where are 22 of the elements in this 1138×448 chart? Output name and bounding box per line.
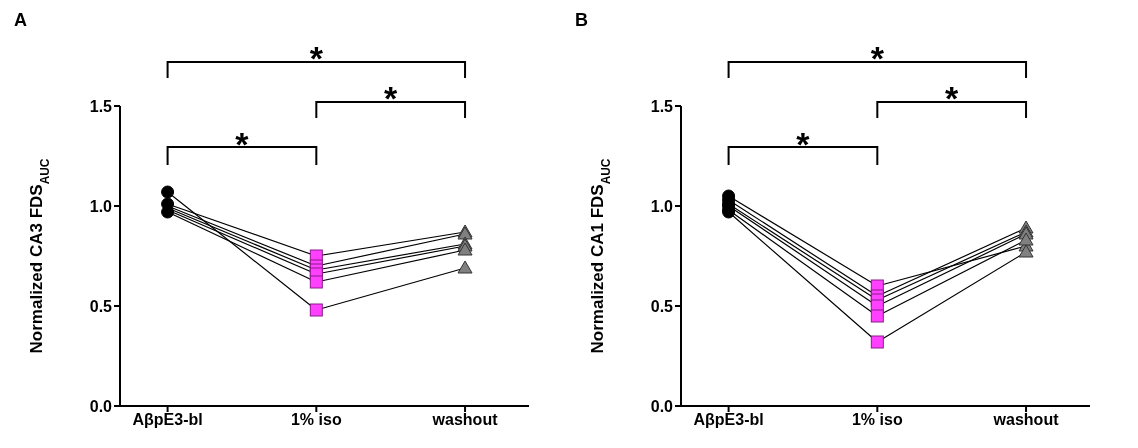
x-tick-label: 1% iso bbox=[290, 411, 342, 429]
chart-title: A bbox=[14, 10, 27, 30]
text: * bbox=[309, 39, 324, 77]
y-tick-label: 1.5 bbox=[650, 97, 674, 115]
y-tick-label: 0.0 bbox=[650, 397, 674, 415]
x-tick-label: AβpE3-bl bbox=[132, 411, 203, 429]
chart-title: B bbox=[575, 10, 588, 30]
x-tick-label: washout bbox=[431, 411, 499, 429]
y-tick-label: 1.0 bbox=[650, 197, 674, 215]
y-tick-label: 1.5 bbox=[89, 97, 113, 115]
y-tick-label: 0.0 bbox=[89, 397, 113, 415]
x-tick-label: washout bbox=[992, 411, 1060, 429]
annotation: * bbox=[235, 125, 250, 163]
x-tick-label: AβpE3-bl bbox=[693, 411, 764, 429]
text: * bbox=[870, 39, 885, 77]
annotation: * bbox=[384, 79, 399, 117]
y-tick-label: 0.5 bbox=[89, 297, 113, 315]
x-tick-label: 1% iso bbox=[851, 411, 903, 429]
y-tick-label: 1.0 bbox=[89, 197, 113, 215]
annotation: * bbox=[945, 79, 960, 117]
y-tick-label: 0.5 bbox=[650, 297, 674, 315]
annotation: * bbox=[796, 125, 811, 163]
